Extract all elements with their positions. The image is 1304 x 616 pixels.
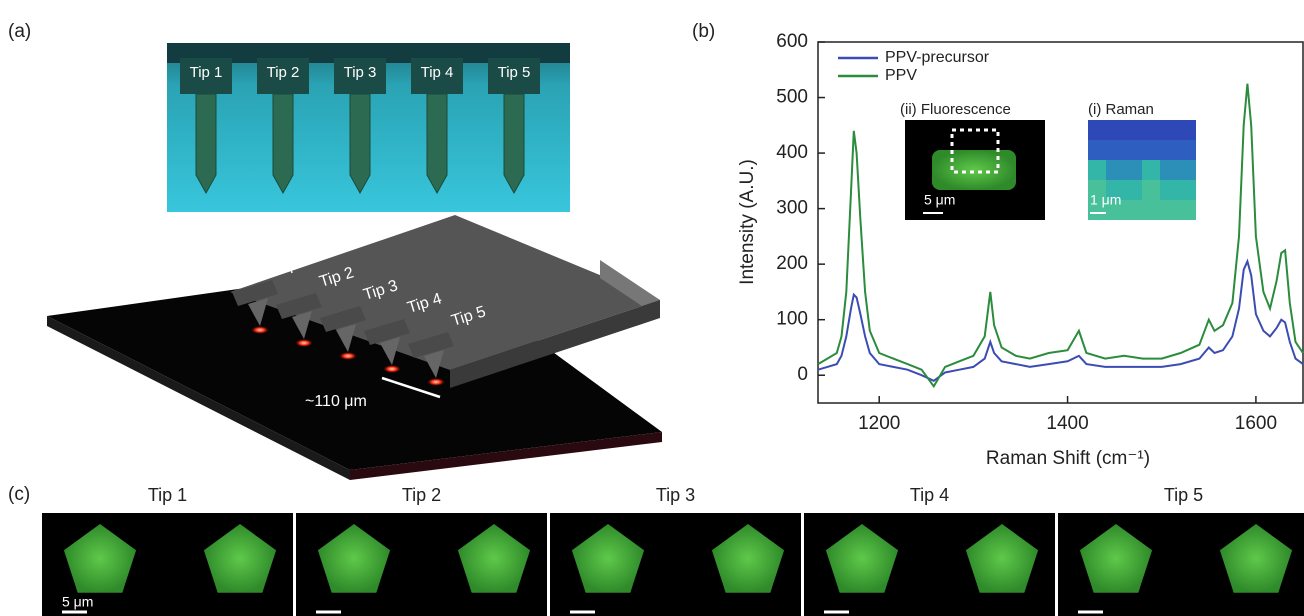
- inset-title: (ii) Fluorescence: [900, 101, 1011, 118]
- x-tick-label: 1400: [1046, 413, 1088, 434]
- laser-spot: [251, 326, 269, 334]
- laser-spot: [427, 378, 445, 386]
- photo-tip-label: Tip 1: [190, 64, 223, 81]
- tip-label: Tip 3: [656, 485, 695, 505]
- tip-beam: [427, 94, 447, 193]
- scale-label: 5 μm: [62, 594, 93, 610]
- tip-label: Tip 2: [402, 485, 441, 505]
- raman-map-pixel: [1178, 140, 1196, 160]
- fluorescence-sample: [932, 150, 1016, 190]
- photo-tip-label: Tip 3: [344, 64, 377, 81]
- raman-map-pixel: [1124, 160, 1142, 180]
- x-tick-label: 1200: [858, 413, 900, 434]
- raman-map-pixel: [1124, 200, 1142, 220]
- raman-map-pixel: [1178, 160, 1196, 180]
- raman-map-pixel: [1106, 160, 1124, 180]
- photo-tip-label: Tip 5: [498, 64, 531, 81]
- figure: Tip 1Tip 2Tip 3Tip 4Tip 5 Tip 1Tip 2Tip …: [0, 0, 1304, 616]
- y-tick-label: 0: [797, 364, 808, 385]
- x-tick-label: 1600: [1235, 413, 1277, 434]
- raman-map-pixel: [1160, 180, 1178, 200]
- tip-label: Tip 1: [148, 485, 187, 505]
- inset-title: (i) Raman: [1088, 101, 1154, 118]
- panel-label: (c): [8, 484, 30, 505]
- raman-map-pixel: [1088, 120, 1106, 140]
- spectrum-line: [818, 261, 1303, 380]
- y-tick-label: 600: [776, 31, 808, 52]
- tip-beam: [350, 94, 370, 193]
- plot-frame: [818, 42, 1303, 403]
- legend-label: PPV: [885, 67, 917, 84]
- raman-map-pixel: [1142, 180, 1160, 200]
- y-tick-label: 500: [776, 87, 808, 108]
- raman-map-pixel: [1106, 120, 1124, 140]
- raman-map-pixel: [1124, 120, 1142, 140]
- raman-map-pixel: [1178, 200, 1196, 220]
- raman-map-pixel: [1178, 120, 1196, 140]
- raman-map-pixel: [1160, 160, 1178, 180]
- inset-scale: 5 μm: [924, 192, 955, 208]
- raman-map-pixel: [1124, 180, 1142, 200]
- tip-label: Tip 5: [1164, 485, 1203, 505]
- y-tick-label: 200: [776, 253, 808, 274]
- y-tick-label: 300: [776, 198, 808, 219]
- panel-label: (b): [692, 21, 715, 42]
- spacing-label: ~110 μm: [305, 393, 367, 410]
- y-axis-label: Intensity (A.U.): [737, 159, 758, 285]
- raman-map-pixel: [1142, 200, 1160, 220]
- tip-beam: [196, 94, 216, 193]
- raman-map-pixel: [1160, 140, 1178, 160]
- photo-tip-label: Tip 2: [267, 64, 300, 81]
- laser-spot: [295, 339, 313, 347]
- y-tick-label: 100: [776, 309, 808, 330]
- tip-beam: [273, 94, 293, 193]
- raman-map-pixel: [1088, 160, 1106, 180]
- raman-map-pixel: [1142, 160, 1160, 180]
- raman-map-pixel: [1124, 140, 1142, 160]
- laser-spot: [383, 365, 401, 373]
- legend-label: PPV-precursor: [885, 49, 990, 66]
- laser-spot: [339, 352, 357, 360]
- y-tick-label: 400: [776, 142, 808, 163]
- raman-map-pixel: [1160, 200, 1178, 220]
- raman-map-pixel: [1142, 120, 1160, 140]
- raman-map-pixel: [1106, 140, 1124, 160]
- page: Tip 1Tip 2Tip 3Tip 4Tip 5 Tip 1Tip 2Tip …: [0, 0, 1304, 616]
- raman-map-pixel: [1142, 140, 1160, 160]
- panel-label: (a): [8, 21, 31, 42]
- fluorescence-row: Tip 1 Tip 2 Tip 3 Tip 4 Tip 5 5 μm: [42, 485, 1304, 616]
- raman-map-pixel: [1178, 180, 1196, 200]
- x-axis-label: Raman Shift (cm⁻¹): [986, 448, 1150, 469]
- inset-scale: 1 μm: [1090, 192, 1121, 208]
- raman-chart: 0 100 200 300 400 500 600 1200 1400 1600 Raman Shi…: [737, 31, 1303, 469]
- tip-beam: [504, 94, 524, 193]
- tip-label: Tip 4: [910, 485, 949, 505]
- photo-tip-label: Tip 4: [421, 64, 454, 81]
- raman-map-pixel: [1160, 120, 1178, 140]
- raman-map-pixel: [1088, 140, 1106, 160]
